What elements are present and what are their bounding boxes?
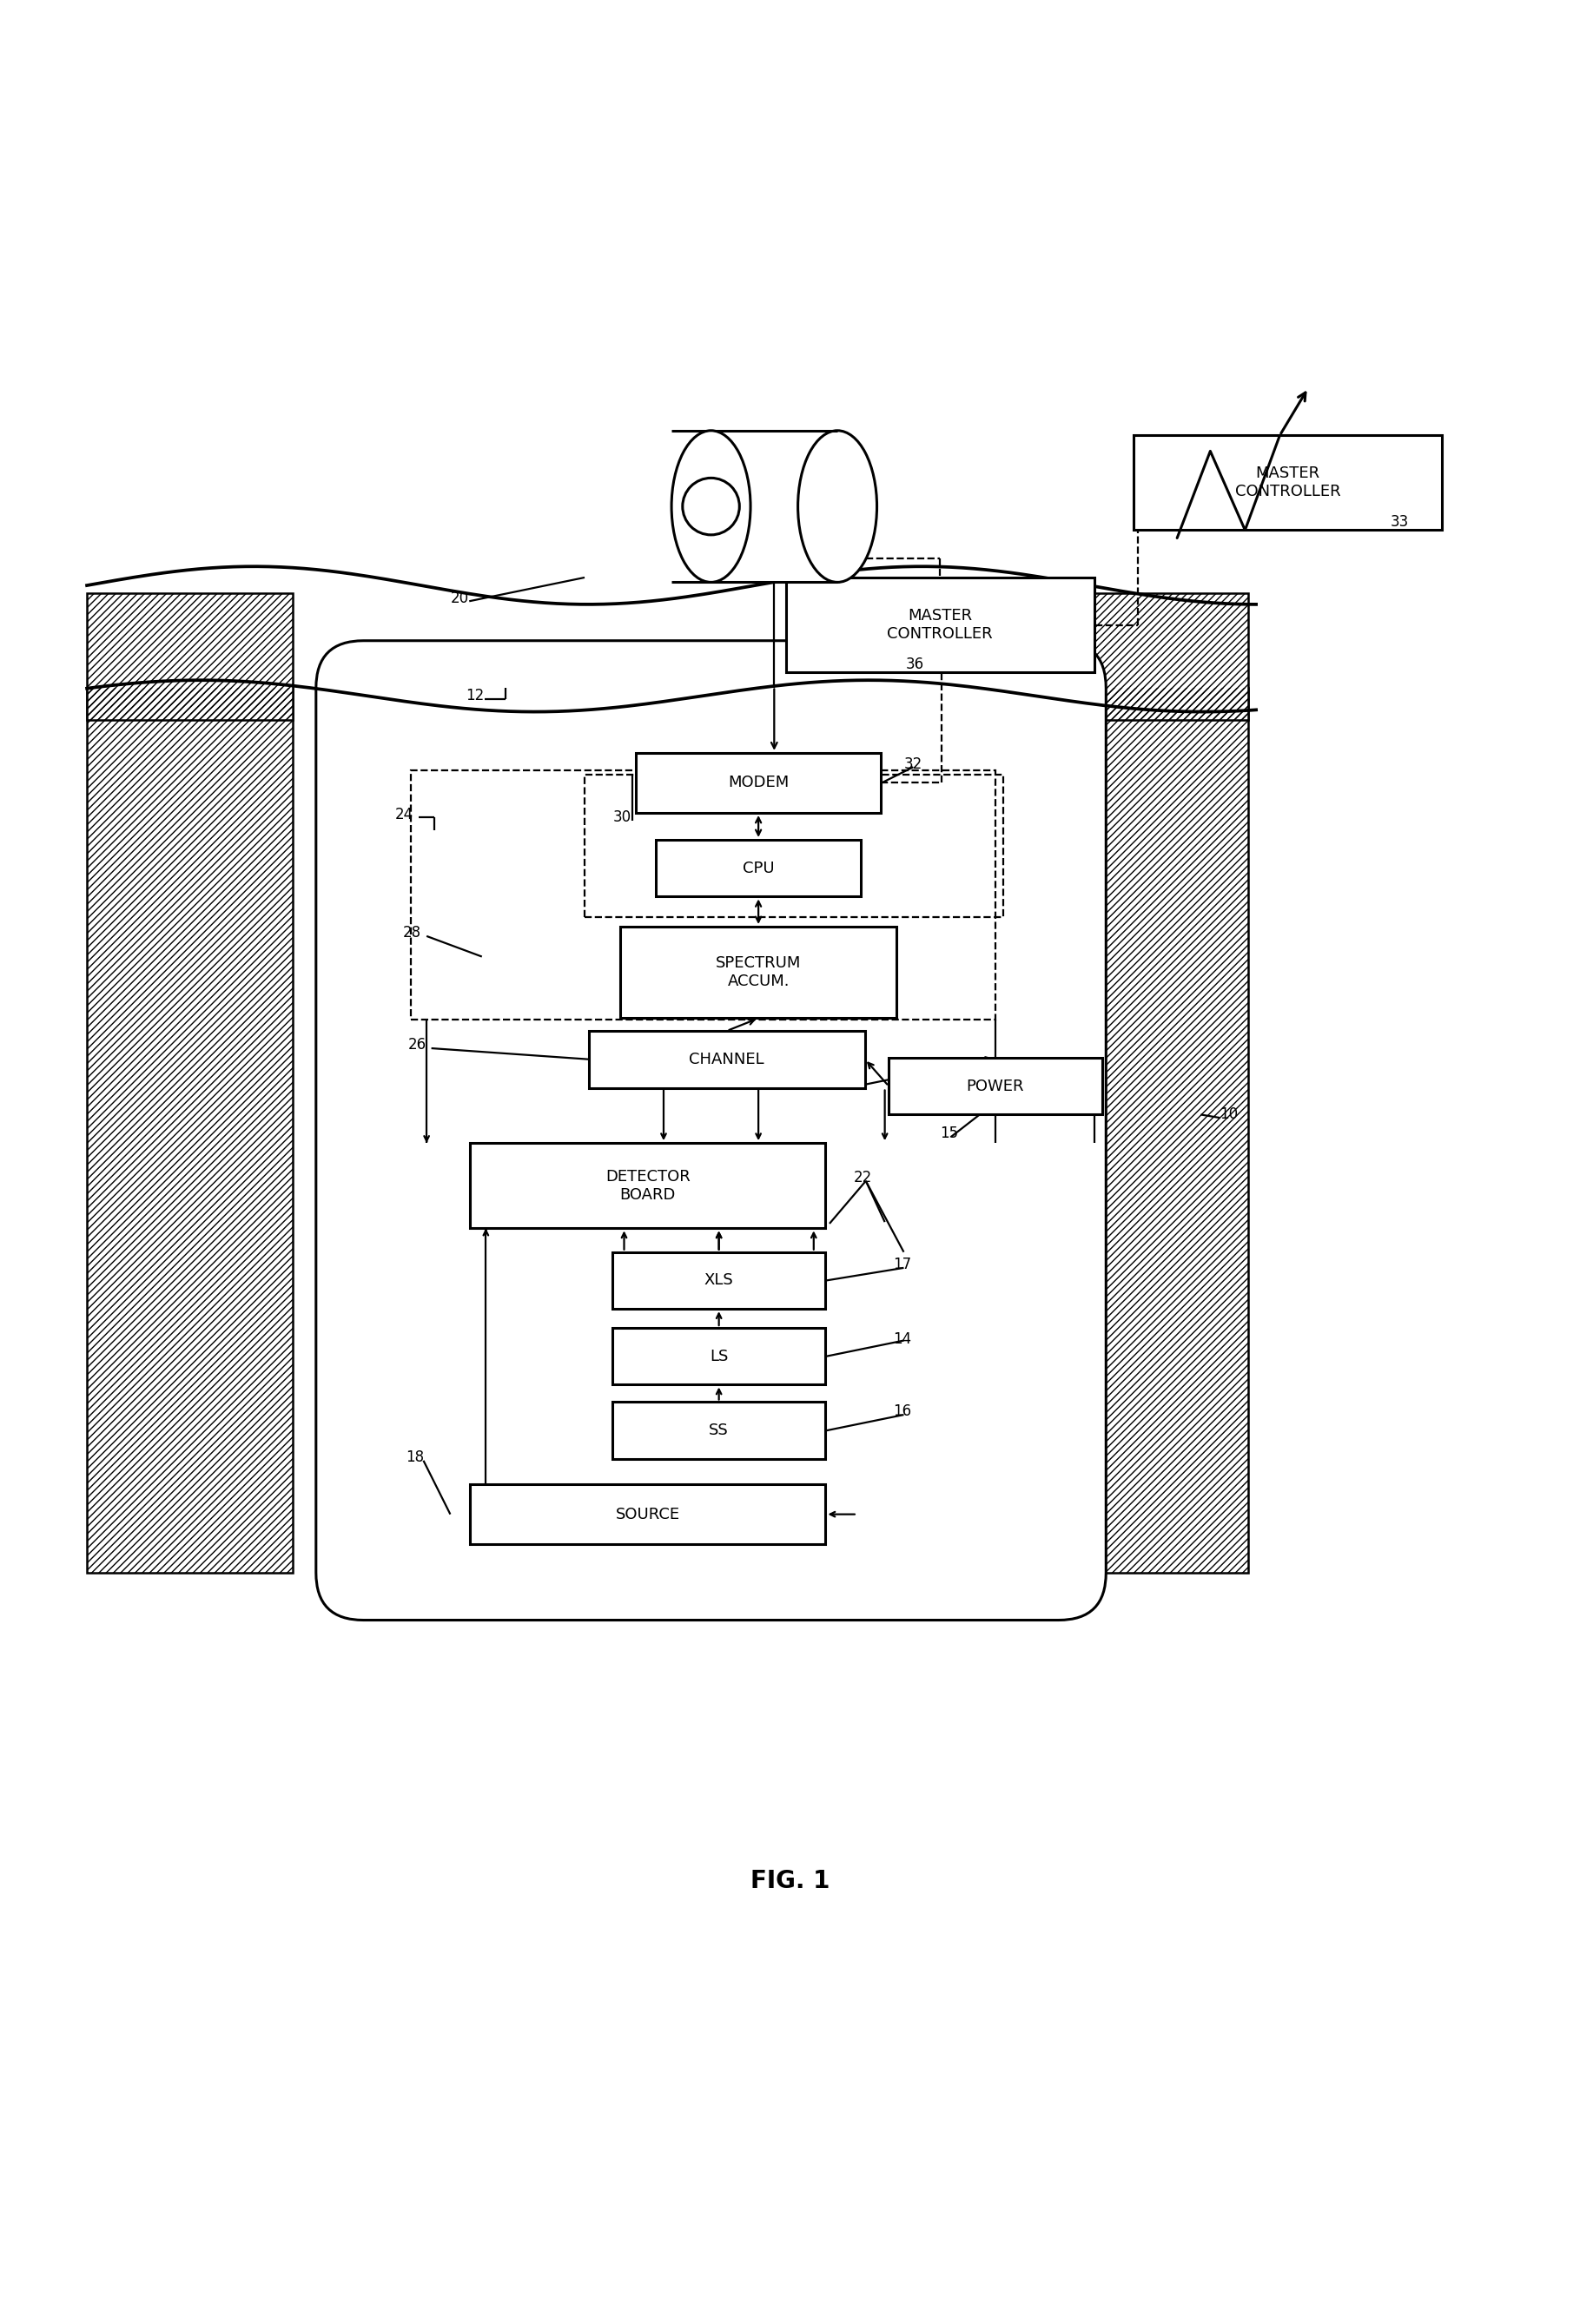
Bar: [87, 688, 292, 1573]
Ellipse shape: [672, 430, 750, 583]
FancyBboxPatch shape: [619, 927, 896, 1018]
Circle shape: [683, 479, 739, 535]
Bar: [672, 430, 837, 583]
Text: CPU: CPU: [743, 860, 774, 876]
FancyBboxPatch shape: [635, 753, 882, 813]
Text: 32: 32: [904, 755, 923, 772]
Text: SOURCE: SOURCE: [616, 1506, 679, 1522]
Text: 14: 14: [893, 1332, 912, 1346]
FancyBboxPatch shape: [888, 1057, 1103, 1116]
Ellipse shape: [798, 430, 877, 583]
Text: POWER: POWER: [967, 1078, 1024, 1095]
Text: LS: LS: [709, 1348, 728, 1364]
Bar: [1043, 593, 1248, 720]
FancyBboxPatch shape: [611, 1401, 825, 1459]
Text: FIG. 1: FIG. 1: [750, 1868, 830, 1894]
Text: 30: 30: [613, 809, 632, 825]
Text: CHANNEL: CHANNEL: [689, 1050, 765, 1067]
Text: 33: 33: [1390, 514, 1409, 530]
Text: 18: 18: [406, 1450, 425, 1464]
Bar: [1043, 593, 1248, 720]
FancyBboxPatch shape: [316, 641, 1106, 1620]
Text: 16: 16: [893, 1404, 912, 1420]
FancyBboxPatch shape: [785, 576, 1093, 672]
FancyBboxPatch shape: [611, 1327, 825, 1385]
Text: 28: 28: [403, 925, 422, 941]
Text: 10: 10: [1220, 1106, 1239, 1122]
Text: SS: SS: [709, 1422, 728, 1439]
FancyBboxPatch shape: [611, 1253, 825, 1308]
Text: 12: 12: [466, 688, 485, 704]
Text: 15: 15: [940, 1125, 959, 1141]
Bar: [87, 688, 292, 1573]
Bar: [1043, 688, 1248, 1573]
FancyBboxPatch shape: [471, 1143, 825, 1229]
Text: MODEM: MODEM: [728, 774, 788, 790]
Text: MASTER
CONTROLLER: MASTER CONTROLLER: [1236, 465, 1340, 500]
Text: 20: 20: [450, 590, 469, 607]
Text: 22: 22: [853, 1169, 872, 1185]
Text: 24: 24: [395, 806, 414, 823]
Text: XLS: XLS: [705, 1274, 733, 1287]
FancyBboxPatch shape: [656, 839, 861, 897]
Text: 26: 26: [408, 1037, 427, 1053]
Text: 17: 17: [893, 1257, 912, 1274]
FancyBboxPatch shape: [589, 1032, 866, 1088]
FancyBboxPatch shape: [471, 1485, 825, 1543]
FancyBboxPatch shape: [1133, 435, 1441, 530]
Text: SPECTRUM
ACCUM.: SPECTRUM ACCUM.: [716, 955, 801, 990]
Text: 36: 36: [905, 658, 924, 672]
Text: DETECTOR
BOARD: DETECTOR BOARD: [605, 1169, 690, 1202]
Text: MASTER
CONTROLLER: MASTER CONTROLLER: [888, 609, 992, 641]
Bar: [1043, 688, 1248, 1573]
Bar: [87, 593, 292, 720]
Bar: [87, 593, 292, 720]
